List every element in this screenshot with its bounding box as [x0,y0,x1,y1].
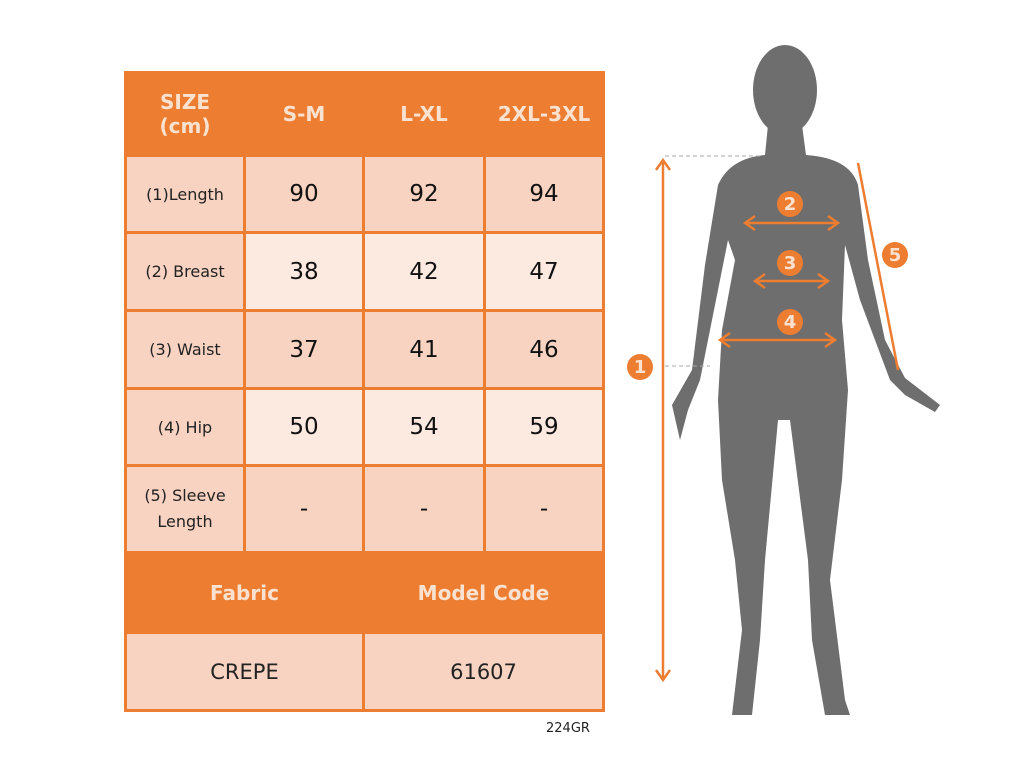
sleeve-arrow [856,162,900,371]
table-row: (1)Length 90 92 94 [124,154,605,234]
cell: - [483,464,605,554]
marker-4: 4 [784,312,797,333]
cell: 92 [362,154,486,234]
table-row: (3) Waist 37 41 46 [124,309,605,390]
cell: 54 [362,387,486,467]
marker-3: 3 [784,253,797,274]
marker-2: 2 [784,194,797,215]
marker-1: 1 [634,357,647,378]
row-label: (5) Sleeve Length [124,464,246,554]
size-2xl-3xl-header: 2XL-3XL [483,71,605,157]
fabric-value: CREPE [124,631,365,712]
size-header: SIZE (cm) [124,71,246,157]
measurement-markers [627,191,908,380]
size-chart-table: SIZE (cm) S-M L-XL 2XL-3XL (1)Length 90 9… [124,71,605,712]
cell: 50 [243,387,365,467]
row-label: (1)Length [124,154,246,234]
size-l-xl-header: L-XL [362,71,486,157]
row-label: (4) Hip [124,387,246,467]
cell: - [362,464,486,554]
row-label: (3) Waist [124,309,246,390]
cell: - [243,464,365,554]
cell: 46 [483,309,605,390]
size-s-m-header: S-M [243,71,365,157]
fabric-header: Fabric [124,551,365,634]
row-label: (2) Breast [124,231,246,312]
table-row: (2) Breast 38 42 47 [124,231,605,312]
cell: 42 [362,231,486,312]
table-row: (4) Hip 50 54 59 [124,387,605,467]
cell: 94 [483,154,605,234]
cell: 47 [483,231,605,312]
cell: 38 [243,231,365,312]
cell: 90 [243,154,365,234]
marker-5: 5 [889,245,902,266]
model-code-value: 61607 [362,631,605,712]
product-code: 224GR [546,721,590,736]
cell: 37 [243,309,365,390]
cell: 59 [483,387,605,467]
table-row: (5) Sleeve Length - - - [124,464,605,554]
model-code-header: Model Code [362,551,605,634]
cell: 41 [362,309,486,390]
body-silhouette [672,45,940,715]
